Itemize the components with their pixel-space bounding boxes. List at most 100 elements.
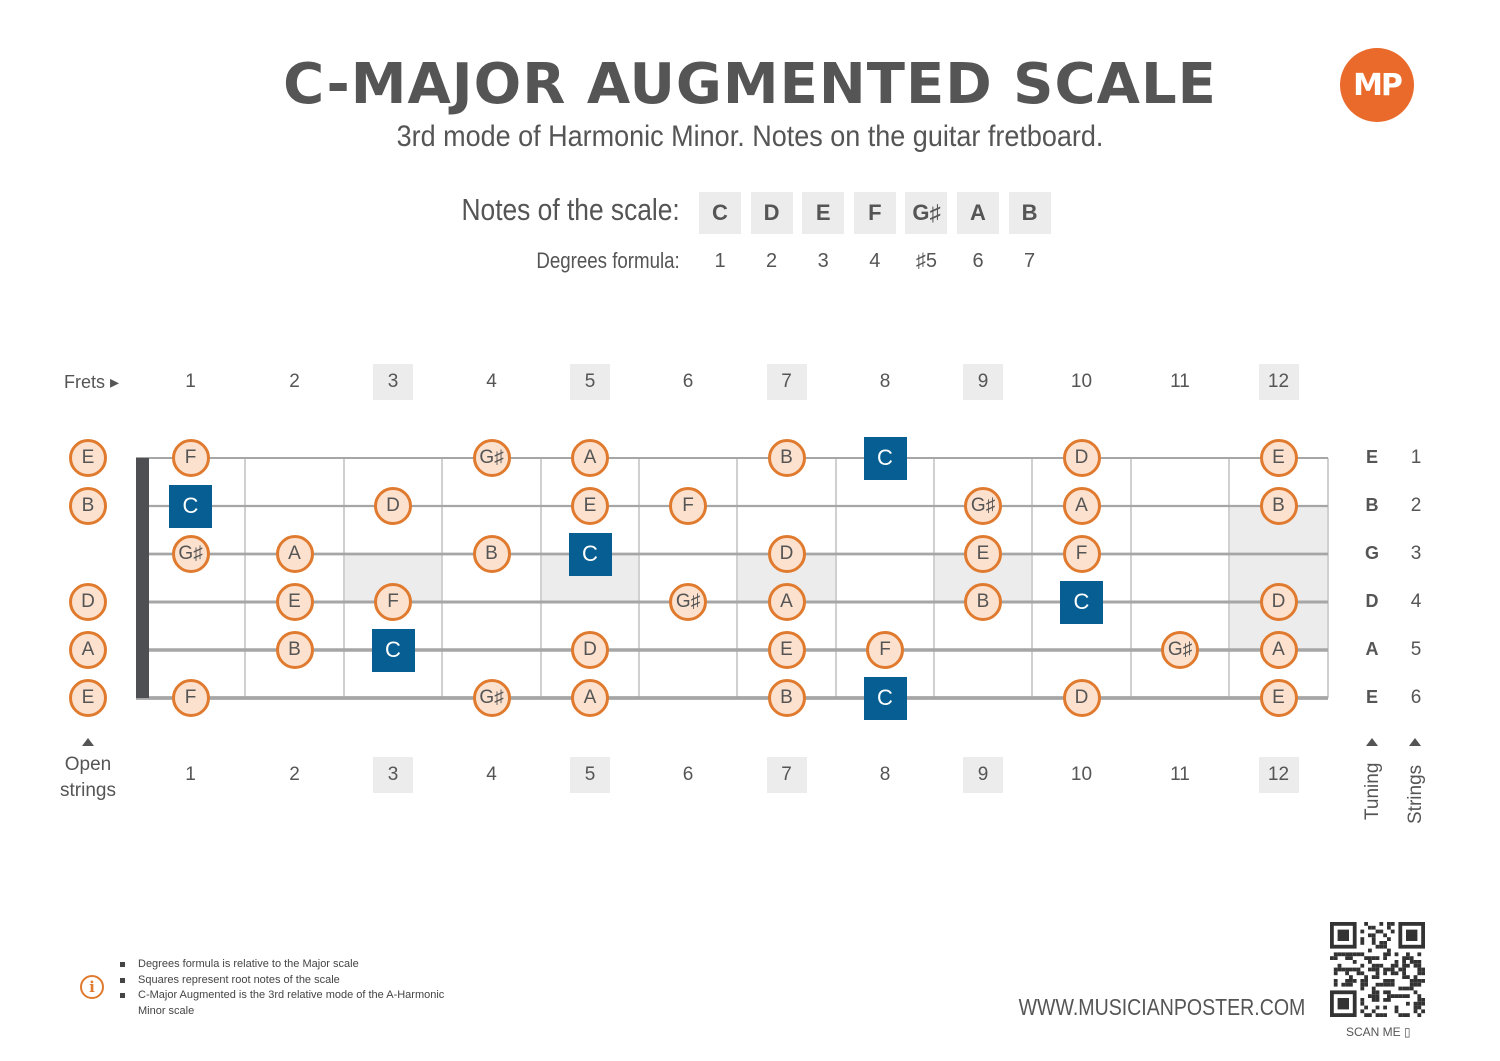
fret-number: 10: [1070, 764, 1093, 785]
fret-number: 7: [766, 364, 807, 400]
note-circle: G♯: [171, 535, 210, 573]
string-number: 6: [1410, 687, 1422, 708]
fret-number: 8: [879, 764, 891, 785]
note-circle: F: [171, 679, 210, 717]
note-circle: D: [374, 487, 412, 525]
fret-number: 6: [682, 764, 694, 785]
note-circle: B: [767, 679, 806, 717]
tuning-note: D: [1365, 591, 1379, 611]
tuning-note: G: [1364, 543, 1379, 563]
scale-degree: ♯5: [915, 250, 937, 272]
scale-note: A: [957, 192, 999, 234]
fret-number: 5: [570, 757, 610, 793]
note-circle: A: [1062, 487, 1101, 525]
phone-icon: ▯: [1404, 1025, 1411, 1039]
note-circle: F: [669, 487, 707, 525]
fret-number: 1: [185, 764, 196, 785]
fret-number: 2: [289, 764, 300, 785]
strings-label: Strings: [1405, 764, 1426, 824]
notes-of-scale-label: Notes of the scale:: [461, 192, 680, 227]
note-circle: E: [1259, 679, 1298, 717]
note-circle: G♯: [964, 487, 1002, 525]
scale-note: F: [853, 192, 896, 234]
notes-list: Degrees formula is relative to the Major…: [120, 957, 450, 1019]
note-circle: G♯: [1161, 631, 1199, 669]
scale-note: E: [802, 192, 845, 234]
note-circle: A: [571, 679, 609, 717]
list-item: Degrees formula is relative to the Major…: [120, 957, 450, 973]
note-circle: D: [1062, 439, 1101, 477]
fret-number: 7: [766, 757, 807, 793]
scale-degree: 6: [972, 250, 984, 272]
fret-number: 4: [486, 371, 497, 392]
open-string-note: A: [69, 631, 107, 669]
qr-code-icon[interactable]: [1330, 922, 1425, 1017]
website-link[interactable]: WWW.MUSICIANPOSTER.COM: [1018, 994, 1305, 1020]
arrow-up-icon: [82, 738, 94, 746]
tuning-note: A: [1365, 639, 1379, 659]
tuning-label: Tuning: [1362, 762, 1383, 820]
scale-degree: 7: [1024, 250, 1036, 272]
open-string-note: B: [69, 487, 107, 525]
note-circle: B: [964, 583, 1002, 621]
note-circle: A: [1259, 631, 1298, 669]
fret-number: 11: [1170, 764, 1190, 785]
open-string-note: E: [69, 679, 107, 717]
note-circle: D: [1259, 583, 1298, 621]
fret-number: 1: [185, 371, 196, 392]
fret-number: 10: [1070, 371, 1093, 392]
scale-degree: 2: [766, 250, 778, 272]
fret-number: 3: [373, 757, 413, 793]
note-circle: B: [275, 631, 314, 669]
note-circle: F: [374, 583, 412, 621]
root-note-square: C: [863, 436, 907, 480]
fret-number: 3: [373, 364, 413, 400]
info-icon: i: [80, 975, 104, 999]
frets-label: Frets ▸: [64, 372, 120, 392]
fret-number: 9: [963, 757, 1003, 793]
note-circle: A: [571, 439, 609, 477]
root-note-square: C: [568, 532, 612, 576]
note-circle: D: [767, 535, 806, 573]
scale-note: C: [699, 192, 741, 234]
root-note-square: C: [863, 676, 907, 720]
scale-note: B: [1008, 192, 1051, 234]
fret-number: 8: [879, 371, 891, 392]
string-number: 5: [1410, 639, 1422, 660]
note-circle: E: [767, 631, 806, 669]
note-circle: F: [171, 439, 210, 477]
arrow-right-icon: ▸: [110, 372, 120, 392]
tuning-note: E: [1365, 687, 1378, 707]
open-string-note: D: [69, 583, 107, 621]
scale-degree: 1: [714, 250, 726, 272]
fret-number: 12: [1258, 757, 1299, 793]
note-circle: E: [964, 535, 1002, 573]
arrow-up-icon: [1409, 738, 1421, 746]
scale-note: D: [750, 192, 793, 234]
list-item: C-Major Augmented is the 3rd relative mo…: [120, 988, 450, 1019]
fret-inlay: [1229, 506, 1328, 650]
string-number: 3: [1410, 543, 1422, 564]
note-circle: A: [275, 535, 314, 573]
note-circle: G♯: [472, 679, 511, 717]
fret-number: 12: [1258, 364, 1299, 400]
root-note-square: C: [371, 628, 415, 672]
root-note-square: C: [1060, 580, 1103, 624]
note-circle: E: [275, 583, 314, 621]
note-circle: E: [571, 487, 609, 525]
scale-degree: 4: [869, 250, 881, 272]
fret-number: 4: [486, 764, 497, 785]
page-title: C-MAJOR AUGMENTED SCALE: [283, 52, 1217, 117]
tuning-note: B: [1365, 495, 1379, 515]
fret-number: 5: [570, 364, 610, 400]
string-number: 1: [1410, 447, 1422, 468]
page-subtitle: 3rd mode of Harmonic Minor. Notes on the…: [396, 120, 1104, 153]
fret-number: 11: [1170, 371, 1190, 392]
note-circle: A: [767, 583, 806, 621]
nut: [136, 458, 149, 698]
note-circle: G♯: [669, 583, 707, 621]
scale-note: G♯: [905, 192, 948, 234]
arrow-up-icon: [1366, 738, 1378, 746]
scan-me-label: SCAN ME ▯: [1346, 1025, 1411, 1039]
